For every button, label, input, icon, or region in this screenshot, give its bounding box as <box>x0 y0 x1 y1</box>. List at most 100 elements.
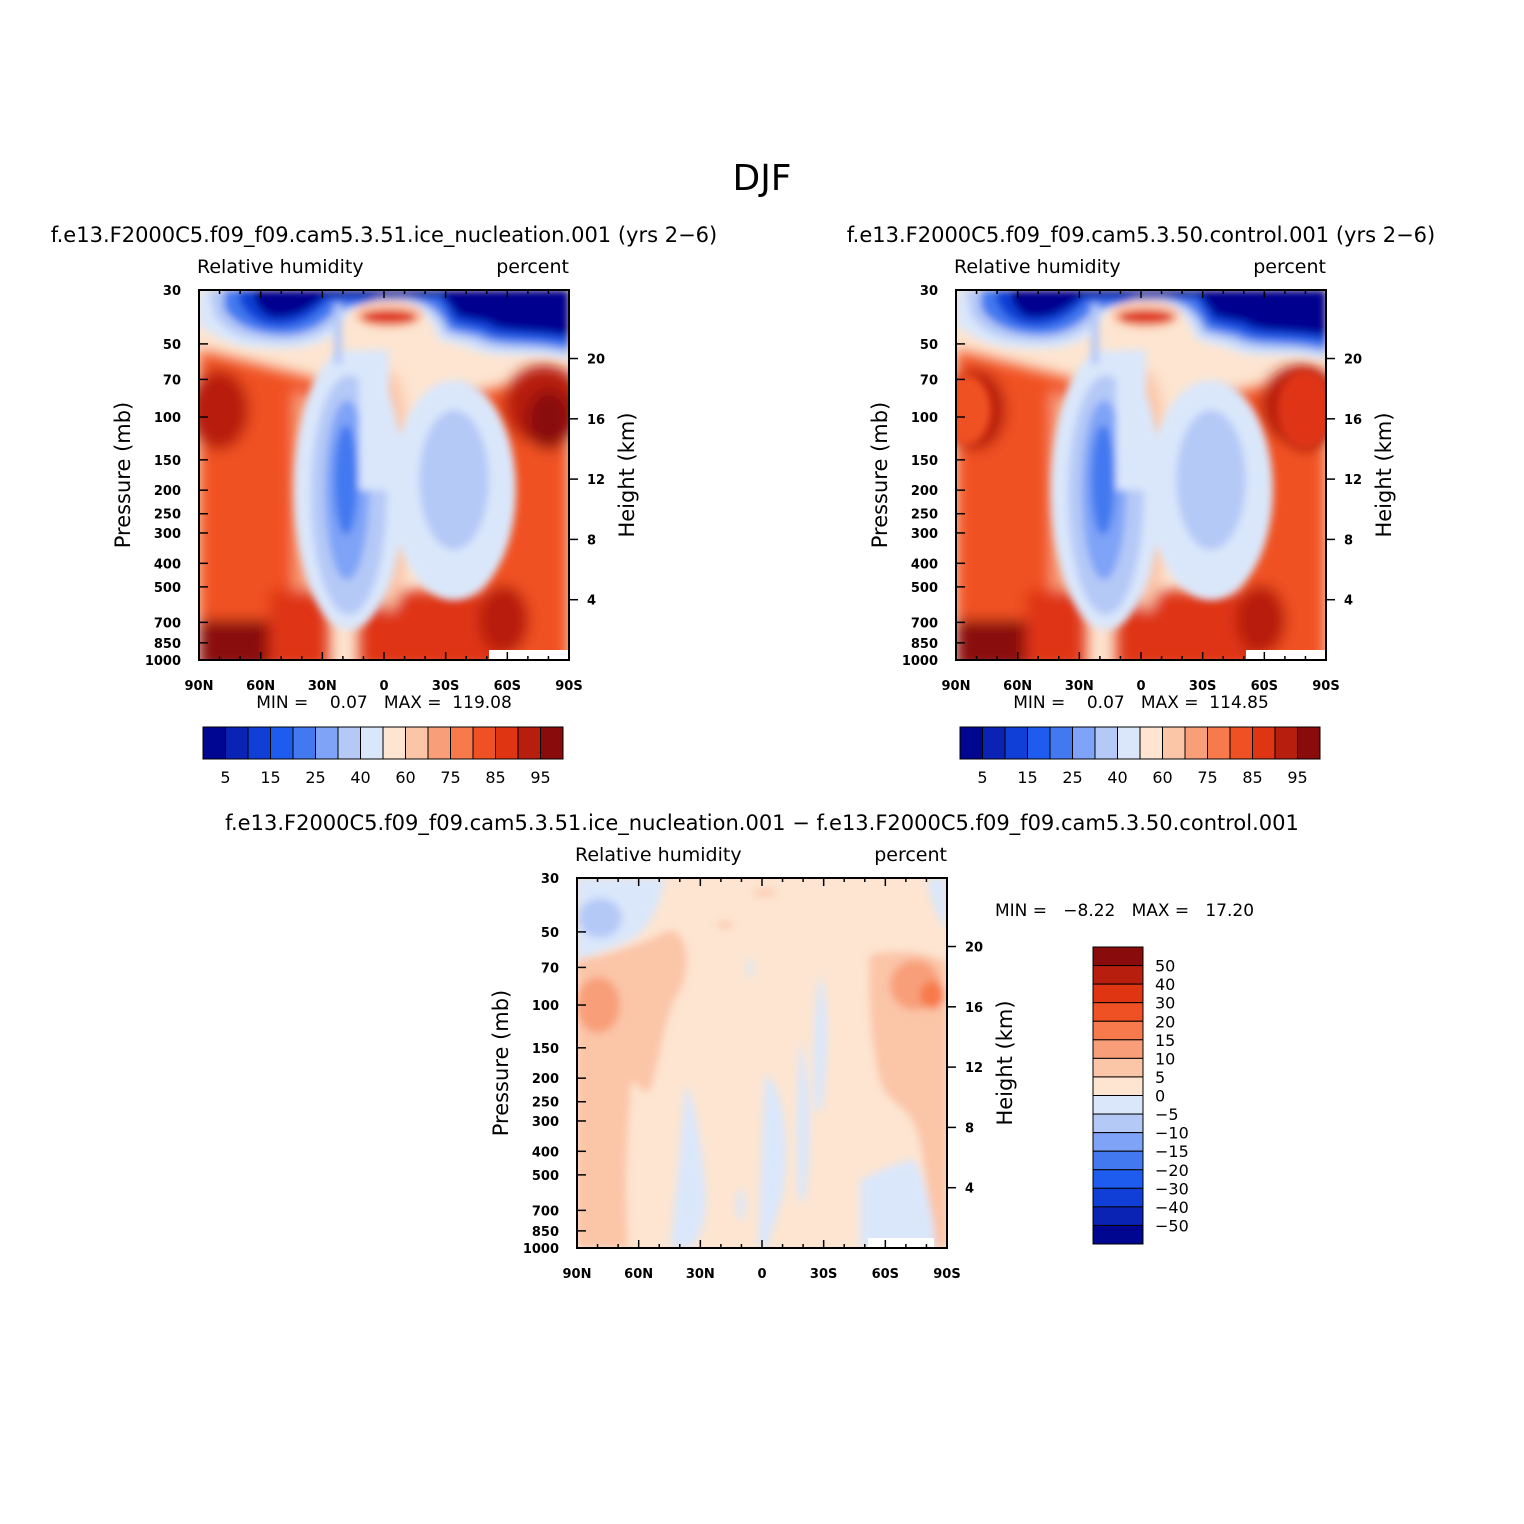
y-tick-label: 50 <box>920 338 938 353</box>
colorbar-label: −10 <box>1155 1124 1189 1143</box>
panel-diff-y2label: Height (km) <box>993 1000 1017 1125</box>
y2-tick-label: 16 <box>1344 413 1362 428</box>
y2-tick-label: 16 <box>965 1001 983 1016</box>
x-tick-label: 60S <box>1251 679 1278 694</box>
colorbar-swatch <box>1092 1206 1144 1226</box>
x-tick-label: 0 <box>1136 679 1145 694</box>
panel-control-ylabel: Pressure (mb) <box>868 402 892 549</box>
colorbar-swatch <box>1184 726 1208 760</box>
colorbar-label: 40 <box>1107 768 1127 787</box>
panel-diff-ylabel: Pressure (mb) <box>489 990 513 1137</box>
x-tick-label: 30S <box>432 679 459 694</box>
y-tick-label: 100 <box>532 999 559 1014</box>
colorbar-swatch <box>495 726 519 760</box>
x-tick-label: 30N <box>308 679 337 694</box>
y2-tick-label: 8 <box>587 533 596 548</box>
y-tick-label: 30 <box>163 284 181 299</box>
colorbar-label: 5 <box>977 768 987 787</box>
y-tick-label: 70 <box>163 373 181 388</box>
y2-tick-label: 4 <box>1344 594 1353 609</box>
y2-tick-label: 20 <box>965 941 983 956</box>
panel-diff: f.e13.F2000C5.f09_f09.cam5.3.51.ice_nucl… <box>225 811 1299 1282</box>
colorbar-label: 75 <box>440 768 460 787</box>
colorbar-label: 50 <box>1155 957 1175 976</box>
panel-control-units-label: percent <box>1253 256 1326 278</box>
colorbar-label: 0 <box>1155 1087 1165 1106</box>
panel-diff-field-label: Relative humidity <box>575 844 742 866</box>
y2-tick-label: 4 <box>587 594 596 609</box>
colorbar-swatch <box>405 726 429 760</box>
colorbar-swatch <box>1094 726 1118 760</box>
x-tick-label: 30S <box>1189 679 1216 694</box>
y-tick-label: 500 <box>911 581 938 596</box>
y-tick-label: 500 <box>532 1169 559 1184</box>
y-tick-label: 200 <box>532 1072 559 1087</box>
colorbar-label: 5 <box>220 768 230 787</box>
y2-tick-label: 8 <box>1344 533 1353 548</box>
y-tick-label: 500 <box>154 581 181 596</box>
colorbar-label: −50 <box>1155 1216 1189 1235</box>
colorbar-swatch <box>1274 726 1298 760</box>
colorbar-swatch <box>1092 965 1144 985</box>
y-tick-label: 400 <box>911 557 938 572</box>
y2-tick-label: 8 <box>965 1121 974 1136</box>
y2-tick-label: 16 <box>587 413 605 428</box>
colorbar-swatch <box>225 726 249 760</box>
colorbar-label: 95 <box>1287 768 1307 787</box>
panel-control-y2label: Height (km) <box>1372 412 1396 537</box>
colorbar-label: 40 <box>350 768 370 787</box>
y-tick-label: 850 <box>911 637 938 652</box>
colorbar-swatch <box>1092 946 1144 967</box>
colorbar-swatch <box>982 726 1006 760</box>
colorbar-swatch <box>337 726 361 760</box>
colorbar-swatch <box>472 726 496 760</box>
colorbar-label: −40 <box>1155 1198 1189 1217</box>
y-tick-label: 1000 <box>145 654 181 669</box>
y-tick-label: 200 <box>154 484 181 499</box>
y-tick-label: 100 <box>154 411 181 426</box>
y2-tick-label: 20 <box>1344 353 1362 368</box>
y-tick-label: 700 <box>532 1204 559 1219</box>
colorbar-label: 75 <box>1197 768 1217 787</box>
panel-diff-case-title: f.e13.F2000C5.f09_f09.cam5.3.51.ice_nucl… <box>225 811 1299 836</box>
colorbar-swatch <box>450 726 474 760</box>
y-tick-label: 70 <box>920 373 938 388</box>
colorbar-swatch <box>540 726 564 760</box>
colorbar-swatch <box>1092 1150 1144 1171</box>
y2-tick-label: 4 <box>965 1182 974 1197</box>
colorbar-swatch <box>1092 1187 1144 1208</box>
panel-test-units-label: percent <box>496 256 569 278</box>
colorbar-label: 40 <box>1155 975 1175 994</box>
figure-title: DJF <box>732 158 791 199</box>
colorbar-label: −5 <box>1155 1105 1179 1124</box>
y-tick-label: 300 <box>532 1115 559 1130</box>
y-tick-label: 300 <box>154 527 181 542</box>
x-tick-label: 60S <box>494 679 521 694</box>
colorbar-label: 85 <box>485 768 505 787</box>
panel-diff-min-max: MIN = −8.22 MAX = 17.20 <box>995 901 1254 921</box>
colorbar-label: 15 <box>1155 1031 1175 1050</box>
colorbar-swatch <box>1162 726 1186 760</box>
y-tick-label: 150 <box>532 1042 559 1057</box>
y-tick-label: 1000 <box>523 1242 559 1257</box>
colorbar-label: 85 <box>1242 768 1262 787</box>
colorbar-label: −20 <box>1155 1161 1189 1180</box>
x-tick-label: 30N <box>686 1267 715 1282</box>
colorbar-swatch <box>1092 1020 1144 1041</box>
panel-test-y2label: Height (km) <box>615 412 639 537</box>
colorbar-swatch <box>1297 726 1321 760</box>
colorbar-swatch <box>270 726 294 760</box>
colorbar-label: 30 <box>1155 994 1175 1013</box>
colorbar-swatch <box>382 726 406 760</box>
panel-test-contour-field <box>189 280 584 670</box>
panel-control-field-label: Relative humidity <box>954 256 1121 278</box>
x-tick-label: 0 <box>379 679 388 694</box>
colorbar-swatch <box>202 726 226 760</box>
colorbar-swatch <box>959 726 983 760</box>
x-tick-label: 60N <box>246 679 275 694</box>
colorbar-swatch <box>1092 1113 1144 1134</box>
y2-tick-label: 12 <box>1344 473 1362 488</box>
y-tick-label: 1000 <box>902 654 938 669</box>
colorbar-swatch <box>360 726 384 760</box>
x-tick-label: 60N <box>1003 679 1032 694</box>
